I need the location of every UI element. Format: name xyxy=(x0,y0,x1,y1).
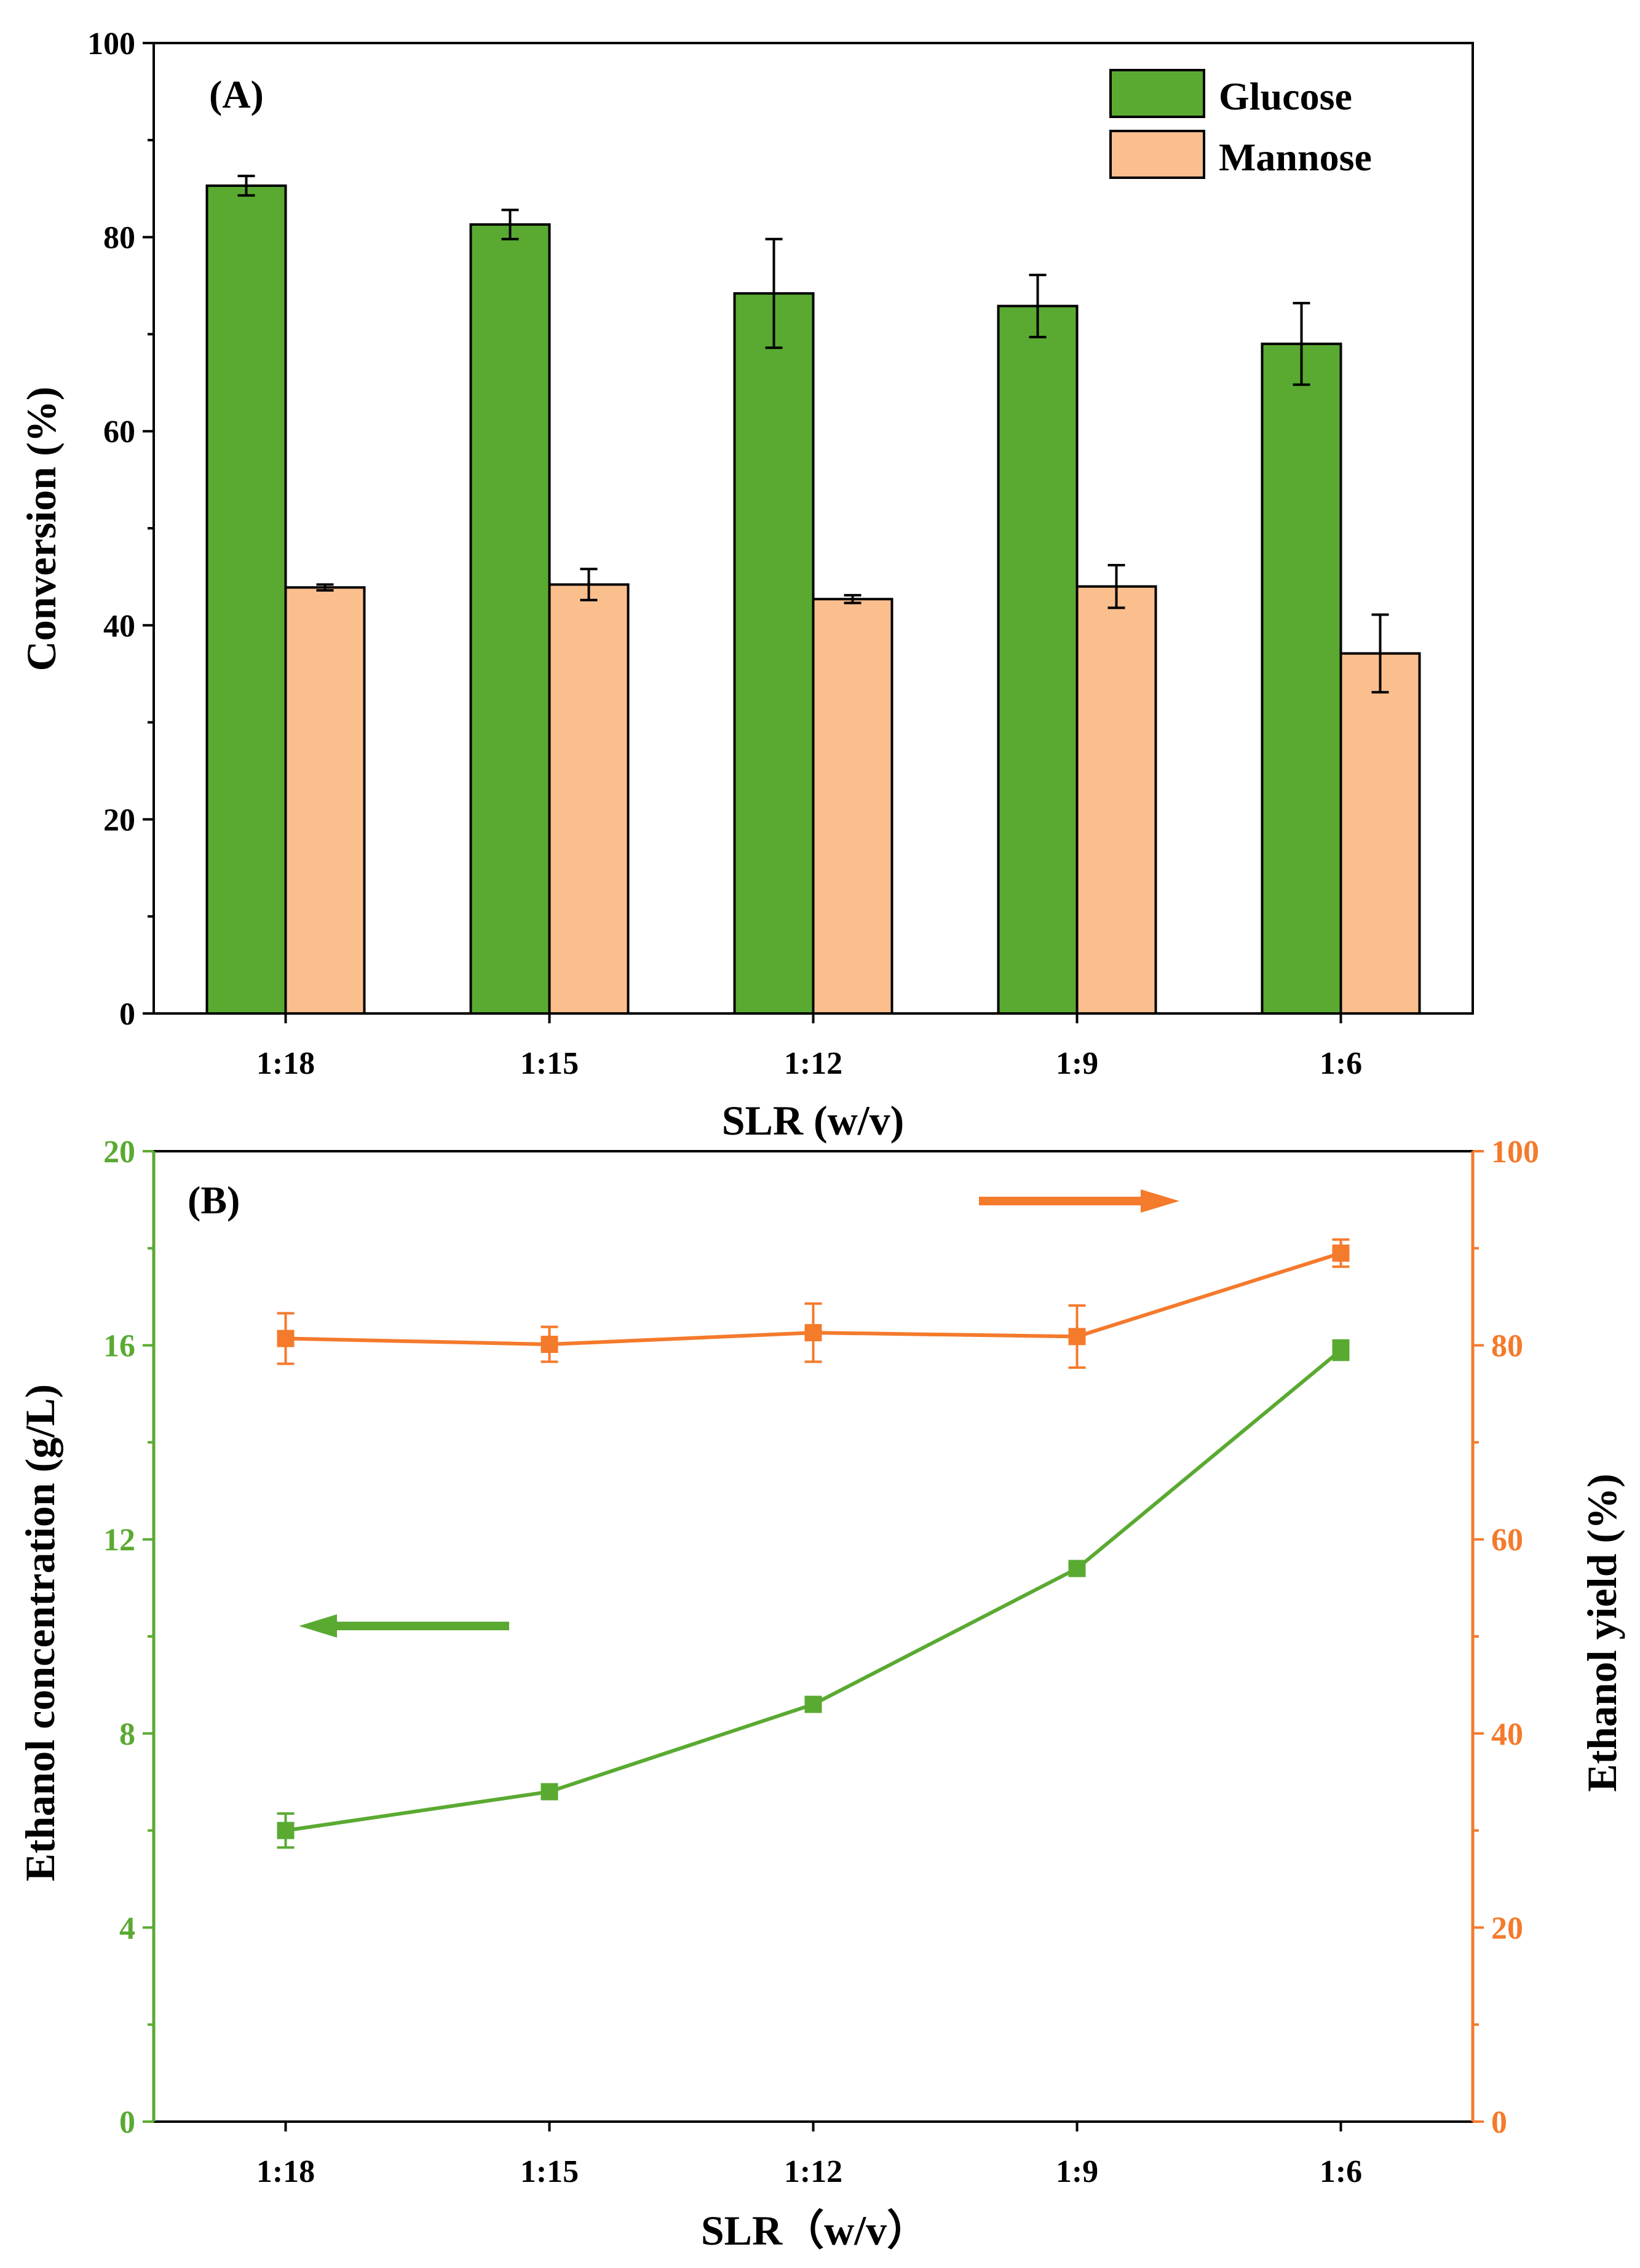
x-tick-label: 1:18 xyxy=(256,2154,315,2189)
bar-glucose-1-15 xyxy=(469,223,551,1015)
data-point-yield xyxy=(804,1324,822,1342)
right-arrow-head xyxy=(1141,1189,1179,1213)
left-y-tick-label: 20 xyxy=(103,1135,135,1170)
data-point-concentration xyxy=(541,1783,558,1801)
bar-glucose-1-9 xyxy=(997,304,1079,1015)
panel-b-label: (B) xyxy=(188,1178,240,1222)
bar-mannose-1-18 xyxy=(284,586,366,1015)
left-arrow-head xyxy=(299,1614,337,1638)
left-y-tick-label: 16 xyxy=(103,1329,135,1364)
x-tick-label: 1:12 xyxy=(784,2154,842,2189)
bar-mannose-1-9 xyxy=(1076,585,1157,1015)
right-y-tick-label: 40 xyxy=(1491,1717,1523,1752)
bar-mannose-1-12 xyxy=(812,598,893,1015)
panel-b-chart: (B) SLR（w/v） Ethanol concentration (g/L)… xyxy=(17,1135,1625,2254)
right-y-tick-label: 0 xyxy=(1491,2105,1507,2140)
panel-a-legend: Glucose Mannose xyxy=(1109,69,1372,179)
y-tick-label: 60 xyxy=(103,414,135,450)
panel-b-x-axis-title: SLR（w/v） xyxy=(701,2207,929,2254)
bar-glucose-1-12 xyxy=(733,292,815,1015)
left-y-tick-label: 12 xyxy=(103,1523,135,1558)
legend-swatch-mannose xyxy=(1109,130,1205,179)
y-tick-label: 0 xyxy=(119,997,135,1032)
right-y-tick-label: 80 xyxy=(1491,1329,1523,1364)
panel-b-right-y-axis-title: Ethanol yield (%) xyxy=(1579,1473,1625,1792)
data-point-yield xyxy=(1332,1244,1350,1262)
bar-glucose-1-18 xyxy=(205,184,287,1015)
panel-a-y-axis-title: Conversion (%) xyxy=(18,387,65,672)
bar-mannose-1-6 xyxy=(1339,652,1421,1015)
legend-label-glucose: Glucose xyxy=(1219,74,1352,118)
data-point-yield xyxy=(1068,1328,1086,1346)
data-point-concentration xyxy=(1068,1560,1086,1577)
x-tick-label: 1:9 xyxy=(1056,1046,1098,1081)
data-point-concentration xyxy=(804,1695,822,1713)
data-point-yield xyxy=(277,1330,295,1347)
x-tick-label: 1:15 xyxy=(520,1046,579,1081)
x-tick-label: 1:18 xyxy=(256,1046,315,1081)
legend-label-mannose: Mannose xyxy=(1219,135,1372,179)
y-tick-label: 100 xyxy=(87,26,135,61)
panel-b-left-y-axis-title: Ethanol concentration (g/L) xyxy=(17,1384,63,1881)
bar-glucose-1-6 xyxy=(1261,343,1342,1015)
x-tick-label: 1:6 xyxy=(1320,2154,1362,2189)
x-tick-label: 1:12 xyxy=(784,1046,842,1081)
right-y-tick-label: 20 xyxy=(1491,1911,1523,1946)
left-y-tick-label: 0 xyxy=(119,2105,135,2140)
right-y-tick-label: 60 xyxy=(1491,1523,1523,1558)
data-point-concentration xyxy=(277,1822,295,1839)
x-tick-label: 1:6 xyxy=(1320,1046,1362,1081)
y-tick-label: 40 xyxy=(103,609,135,644)
data-point-concentration xyxy=(1332,1341,1350,1359)
panel-a-chart: (A) SLR (w/v) Conversion (%) Glucose Man… xyxy=(18,26,1474,1144)
left-y-tick-label: 4 xyxy=(119,1911,135,1946)
bar-mannose-1-15 xyxy=(548,583,630,1015)
panel-a-x-axis-title: SLR (w/v) xyxy=(722,1097,905,1144)
x-tick-label: 1:15 xyxy=(520,2154,579,2189)
x-tick-label: 1:9 xyxy=(1056,2154,1098,2189)
y-tick-label: 80 xyxy=(103,221,135,256)
legend-swatch-glucose xyxy=(1109,69,1205,118)
data-point-yield xyxy=(541,1336,558,1354)
right-y-tick-label: 100 xyxy=(1491,1135,1539,1170)
series-line-concentration xyxy=(285,1349,1342,1833)
panel-a-label: (A) xyxy=(209,73,264,116)
y-tick-label: 20 xyxy=(103,803,135,838)
left-y-tick-label: 8 xyxy=(119,1717,135,1752)
